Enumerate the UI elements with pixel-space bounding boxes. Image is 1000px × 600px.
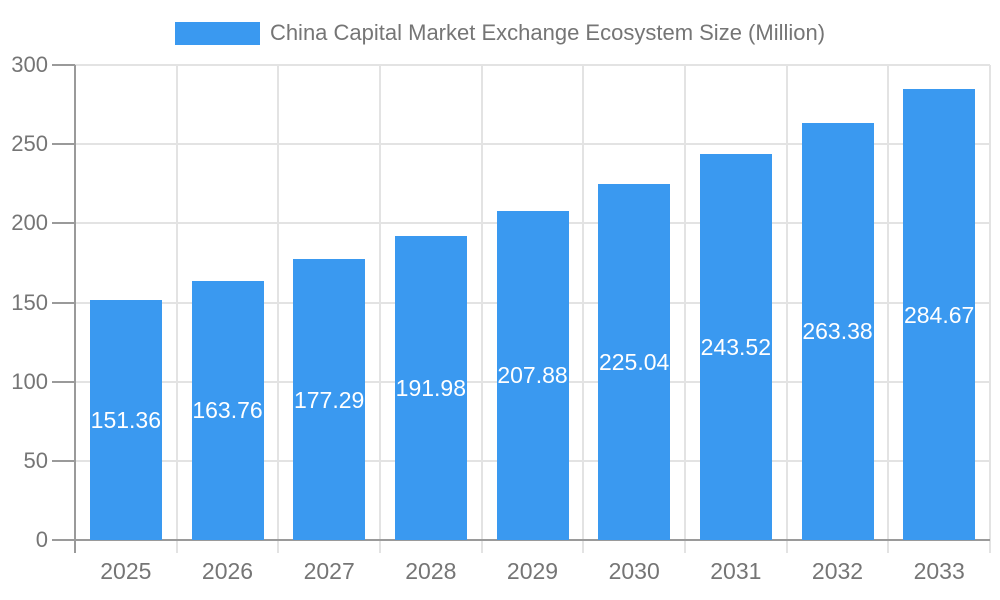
chart-legend[interactable]: China Capital Market Exchange Ecosystem …	[0, 20, 1000, 46]
y-axis-tick	[52, 459, 75, 462]
v-gridline	[989, 65, 991, 553]
x-tick-label: 2026	[201, 558, 254, 584]
y-axis-tick	[52, 64, 75, 66]
x-tick-label: 2029	[506, 558, 559, 584]
x-tick-label: 2030	[608, 558, 660, 584]
bar[interactable]	[394, 236, 467, 540]
bar-value-label: 263.38	[802, 318, 873, 345]
v-gridline	[785, 65, 788, 553]
y-tick-label: 300	[11, 52, 48, 77]
v-gridline	[175, 65, 178, 553]
v-gridline	[582, 65, 585, 553]
v-gridline	[684, 65, 686, 553]
y-axis-tick	[52, 539, 75, 541]
bar-value-label: 177.29	[293, 386, 365, 413]
bar[interactable]	[801, 122, 874, 540]
bar-value-label: 191.98	[395, 375, 467, 402]
bar-value-label: 284.67	[903, 301, 975, 328]
bar-value-label: 151.36	[90, 407, 162, 434]
y-axis-tick	[52, 143, 75, 146]
bar[interactable]	[903, 89, 976, 540]
bar[interactable]	[699, 154, 772, 540]
bar-value-label: 163.76	[192, 397, 263, 424]
h-gridline	[75, 64, 990, 66]
bar-value-label: 243.52	[700, 334, 772, 361]
x-tick-label: 2031	[710, 558, 762, 584]
legend-swatch	[174, 21, 260, 45]
v-gridline	[379, 65, 381, 553]
v-gridline	[277, 65, 280, 553]
bar[interactable]	[89, 300, 162, 540]
x-tick-label: 2028	[405, 558, 457, 584]
y-tick-label: 150	[11, 289, 48, 315]
y-axis-tick	[52, 380, 75, 383]
y-tick-label: 50	[23, 447, 48, 473]
bar[interactable]	[191, 280, 264, 540]
y-tick-label: 250	[11, 131, 48, 157]
y-tick-label: 200	[11, 210, 48, 236]
v-gridline	[480, 65, 483, 553]
y-axis-tick	[52, 222, 75, 225]
v-gridline	[887, 65, 890, 553]
bar[interactable]	[598, 183, 671, 540]
bar-value-label: 207.88	[497, 362, 568, 389]
y-axis-tick	[52, 301, 75, 304]
chart-title: China Capital Market Exchange Ecosystem …	[269, 20, 826, 45]
y-tick-label: 0	[35, 527, 48, 552]
x-axis-line	[75, 539, 990, 541]
y-axis-line	[74, 65, 76, 553]
bar-value-label: 225.04	[598, 348, 670, 375]
x-tick-label: 2025	[100, 558, 152, 584]
x-tick-label: 2032	[811, 558, 864, 584]
bar[interactable]	[496, 210, 569, 540]
y-tick-label: 100	[11, 368, 48, 394]
h-gridline	[75, 143, 990, 146]
x-tick-label: 2027	[303, 558, 355, 584]
x-tick-label: 2033	[913, 558, 965, 584]
bar[interactable]	[293, 259, 366, 540]
